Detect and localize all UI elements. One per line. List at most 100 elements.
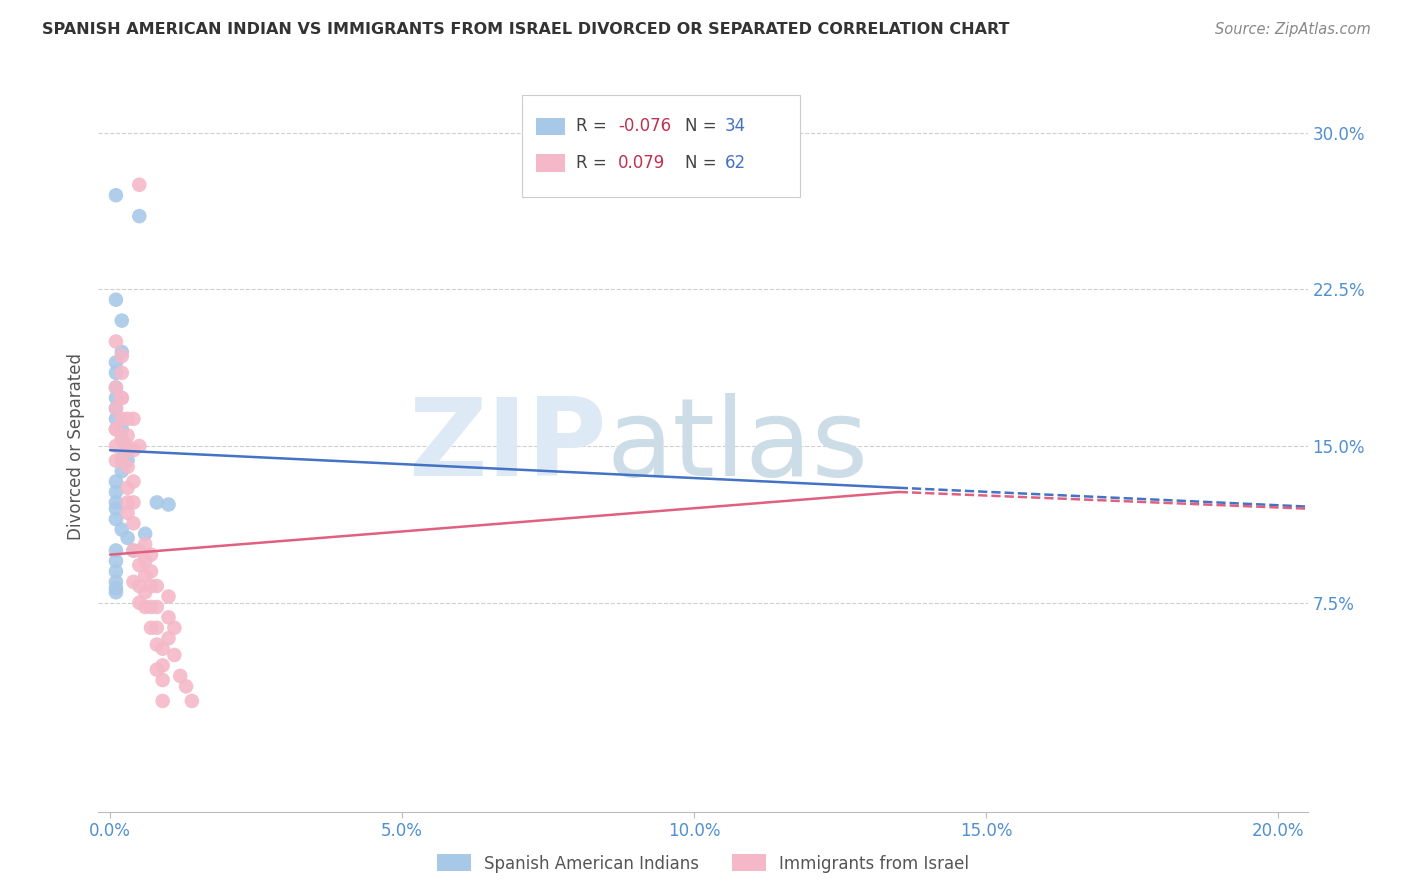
Point (111, 433, 134, 447)
Point (104, 554, 127, 568)
Point (117, 481, 139, 495)
Point (104, 401, 127, 416)
Point (111, 422, 134, 436)
Point (169, 669, 191, 683)
Point (163, 621, 186, 635)
Point (104, 495, 127, 509)
Point (104, 565, 127, 579)
Point (111, 523, 134, 537)
Point (122, 495, 145, 509)
Point (134, 568, 156, 582)
Point (117, 531, 139, 545)
Point (128, 558, 150, 573)
Point (128, 178, 150, 192)
Point (122, 516, 145, 531)
Point (111, 313, 134, 327)
Point (104, 380, 127, 394)
Point (146, 599, 169, 614)
Point (104, 412, 127, 426)
Point (111, 345, 134, 359)
Point (104, 188, 127, 202)
Point (104, 453, 127, 467)
Point (117, 428, 139, 442)
Point (111, 391, 134, 405)
Point (152, 673, 174, 687)
Text: Source: ZipAtlas.com: Source: ZipAtlas.com (1215, 22, 1371, 37)
Point (128, 209, 150, 223)
Point (152, 641, 174, 656)
Point (117, 443, 139, 458)
Point (139, 579, 162, 593)
Point (146, 638, 169, 652)
Point (122, 475, 145, 489)
Point (117, 459, 139, 474)
Point (117, 453, 139, 467)
Point (111, 349, 134, 363)
Point (157, 590, 180, 604)
Point (104, 334, 127, 349)
Point (134, 526, 156, 541)
Y-axis label: Divorced or Separated: Divorced or Separated (67, 352, 86, 540)
Text: -0.076: -0.076 (619, 118, 672, 136)
Point (111, 412, 134, 426)
Text: N =: N = (685, 118, 721, 136)
Point (104, 355, 127, 369)
Point (174, 679, 197, 693)
Point (117, 439, 139, 453)
Text: ZIP: ZIP (408, 393, 606, 499)
Point (139, 565, 162, 579)
Point (163, 648, 186, 662)
Point (104, 380, 127, 394)
Point (104, 574, 127, 589)
Point (157, 632, 180, 646)
Point (122, 543, 145, 558)
Point (104, 422, 127, 436)
Point (111, 451, 134, 466)
Text: 62: 62 (724, 154, 747, 172)
Point (111, 433, 134, 447)
Point (104, 439, 127, 453)
Point (104, 581, 127, 595)
Point (157, 610, 180, 624)
Point (117, 443, 139, 458)
Point (134, 599, 156, 614)
Point (139, 548, 162, 562)
Point (104, 293, 127, 307)
Point (128, 596, 150, 610)
Point (117, 506, 139, 520)
Point (134, 537, 156, 551)
Point (104, 501, 127, 516)
Text: 34: 34 (724, 118, 747, 136)
Point (128, 439, 150, 453)
Point (139, 599, 162, 614)
Point (104, 512, 127, 526)
Point (157, 498, 180, 512)
Point (111, 453, 134, 467)
Point (104, 485, 127, 500)
Point (146, 663, 169, 677)
Point (117, 412, 139, 426)
Point (146, 579, 169, 593)
FancyBboxPatch shape (536, 118, 565, 136)
Point (146, 621, 169, 635)
Point (104, 475, 127, 489)
Point (128, 579, 150, 593)
Point (139, 621, 162, 635)
Text: R =: R = (576, 154, 617, 172)
Point (146, 495, 169, 509)
Point (104, 543, 127, 558)
Point (122, 443, 145, 458)
Point (122, 574, 145, 589)
Point (117, 495, 139, 509)
Point (180, 694, 202, 708)
Point (111, 464, 134, 478)
Legend: Spanish American Indians, Immigrants from Israel: Spanish American Indians, Immigrants fro… (430, 847, 976, 880)
Text: atlas: atlas (606, 393, 869, 499)
FancyBboxPatch shape (522, 95, 800, 197)
Point (134, 554, 156, 568)
Point (104, 391, 127, 405)
Point (152, 658, 174, 673)
Point (122, 412, 145, 426)
Point (122, 543, 145, 558)
Text: 0.079: 0.079 (619, 154, 665, 172)
